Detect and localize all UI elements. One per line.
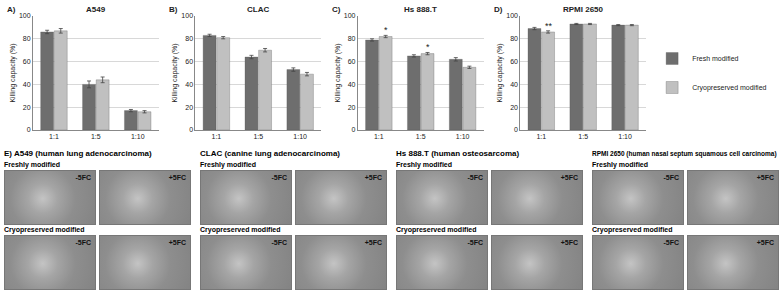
svg-text:1:1: 1:1 (536, 133, 546, 140)
html-text:Hs 888.T (human osteosarcoma): Hs 888.T (human osteosarcoma) (396, 149, 520, 158)
html-text:+5FC: +5FC (756, 174, 774, 181)
svg-text:**: ** (545, 21, 553, 31)
svg-text:Cryopreserved modified: Cryopreserved modified (692, 84, 766, 92)
svg-text:Killing capacity (%): Killing capacity (%) (496, 43, 504, 102)
html-text:Freshly modified: Freshly modified (4, 161, 60, 168)
html-text:-5FC: -5FC (75, 174, 91, 181)
svg-text:20: 20 (185, 104, 193, 111)
svg-text:40: 40 (185, 81, 193, 88)
svg-text:1:10: 1:10 (131, 133, 145, 140)
html-text:Freshly modified: Freshly modified (396, 161, 452, 168)
svg-text:1:10: 1:10 (618, 133, 632, 140)
svg-text:100: 100 (19, 12, 31, 19)
svg-text:C): C) (332, 5, 341, 14)
html-text:+5FC: +5FC (560, 239, 578, 246)
html-text:-5FC: -5FC (467, 174, 483, 181)
svg-text:20: 20 (510, 104, 518, 111)
svg-text:*: * (384, 25, 388, 35)
svg-text:CLAC: CLAC (247, 5, 269, 14)
svg-text:1:5: 1:5 (416, 133, 426, 140)
svg-text:80: 80 (23, 35, 31, 42)
svg-text:80: 80 (348, 35, 356, 42)
svg-text:100: 100 (181, 12, 193, 19)
svg-text:1:1: 1:1 (374, 133, 384, 140)
svg-text:A549: A549 (86, 5, 106, 14)
html-text:+5FC: +5FC (168, 239, 186, 246)
svg-text:0: 0 (352, 126, 356, 133)
svg-text:0: 0 (27, 126, 31, 133)
html-text:-5FC: -5FC (663, 239, 679, 246)
html-text:+5FC: +5FC (364, 239, 382, 246)
svg-text:D): D) (494, 5, 503, 14)
svg-text:RPMI 2650: RPMI 2650 (563, 5, 604, 14)
svg-text:60: 60 (185, 58, 193, 65)
html-text:-5FC: -5FC (271, 174, 287, 181)
svg-text:*: * (426, 42, 430, 52)
svg-text:A): A) (7, 5, 16, 14)
html-text:+5FC: +5FC (364, 174, 382, 181)
html-text:+5FC: +5FC (168, 174, 186, 181)
html-text:+5FC: +5FC (756, 239, 774, 246)
html-text:RPMI 2650 (human nasal septum: RPMI 2650 (human nasal septum squamous c… (592, 150, 777, 157)
html-text:Cryopreserved modified: Cryopreserved modified (396, 226, 477, 233)
svg-text:1:5: 1:5 (253, 133, 263, 140)
html-text:Cryopreserved modified: Cryopreserved modified (200, 226, 281, 233)
svg-text:0: 0 (514, 126, 518, 133)
html-text:CLAC (canine lung adenocarcino: CLAC (canine lung adenocarcinoma) (200, 149, 340, 158)
svg-text:1:1: 1:1 (49, 133, 59, 140)
svg-text:Killing capacity (%): Killing capacity (%) (334, 43, 342, 102)
svg-text:80: 80 (185, 35, 193, 42)
svg-text:0: 0 (189, 126, 193, 133)
svg-text:B): B) (169, 5, 178, 14)
svg-text:20: 20 (348, 104, 356, 111)
svg-text:40: 40 (348, 81, 356, 88)
svg-text:40: 40 (23, 81, 31, 88)
html-text:-5FC: -5FC (663, 174, 679, 181)
svg-text:40: 40 (510, 81, 518, 88)
html-text:-5FC: -5FC (467, 239, 483, 246)
html-text:Cryopreserved modified: Cryopreserved modified (592, 226, 673, 233)
html-text:+5FC: +5FC (560, 174, 578, 181)
svg-text:Killing capacity (%): Killing capacity (%) (9, 43, 17, 102)
svg-text:Killing capacity (%): Killing capacity (%) (171, 43, 179, 102)
svg-text:1:1: 1:1 (212, 133, 222, 140)
svg-text:1:10: 1:10 (293, 133, 307, 140)
svg-text:100: 100 (344, 12, 356, 19)
svg-text:Hs 888.T: Hs 888.T (404, 5, 437, 14)
svg-text:Fresh modified: Fresh modified (692, 55, 738, 62)
html-text:-5FC: -5FC (75, 239, 91, 246)
svg-text:60: 60 (348, 58, 356, 65)
svg-text:60: 60 (510, 58, 518, 65)
svg-text:1:5: 1:5 (91, 133, 101, 140)
svg-text:1:5: 1:5 (578, 133, 588, 140)
svg-text:80: 80 (510, 35, 518, 42)
svg-text:1:10: 1:10 (456, 133, 470, 140)
html-text:Cryopreserved modified: Cryopreserved modified (4, 226, 85, 233)
html-text:Freshly modified: Freshly modified (592, 161, 648, 168)
svg-text:100: 100 (506, 12, 518, 19)
html-text:E) A549 (human lung adenocarci: E) A549 (human lung adenocarcinoma) (4, 149, 152, 158)
html-text:-5FC: -5FC (271, 239, 287, 246)
svg-text:20: 20 (23, 104, 31, 111)
svg-text:60: 60 (23, 58, 31, 65)
html-text:Freshly modified: Freshly modified (200, 161, 256, 168)
